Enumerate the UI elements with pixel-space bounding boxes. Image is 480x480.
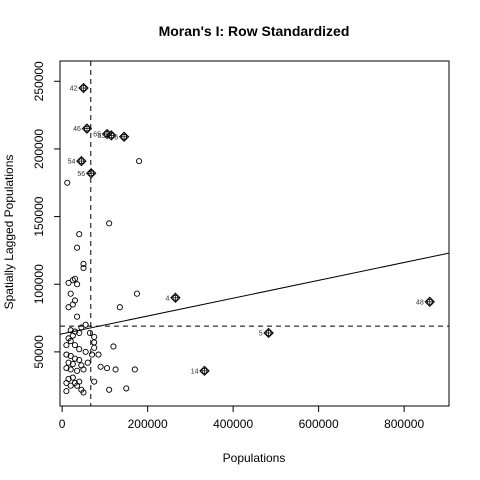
influential-point-label: 48	[416, 299, 424, 306]
x-tick-label: 200000	[128, 417, 168, 431]
influential-point-label: 65	[93, 132, 101, 139]
y-tick-label: 150000	[32, 196, 46, 236]
data-point	[65, 279, 72, 286]
influential-point-label: 14	[191, 368, 199, 375]
data-point	[110, 343, 117, 350]
data-point	[69, 332, 76, 339]
data-point	[106, 386, 113, 393]
influential-point-label: 4	[166, 295, 170, 302]
y-tick-label: 200000	[32, 129, 46, 169]
influential-point-label: 5	[259, 330, 263, 337]
y-tick-label: 100000	[32, 264, 46, 304]
regression-line	[60, 252, 449, 335]
data-point	[69, 361, 76, 368]
data-point	[63, 365, 70, 372]
data-point	[136, 158, 143, 165]
data-point	[106, 220, 113, 227]
data-point	[74, 382, 81, 389]
data-point	[64, 179, 71, 186]
data-point	[65, 304, 72, 311]
data-point	[76, 346, 83, 353]
data-point	[67, 352, 74, 359]
influential-point-label: 56	[77, 171, 85, 178]
data-point	[97, 363, 104, 370]
data-point	[116, 304, 123, 311]
data-point	[91, 344, 98, 351]
data-point	[80, 389, 87, 396]
data-point	[74, 367, 81, 374]
influential-point-label: 6	[114, 134, 118, 141]
data-point	[76, 329, 83, 336]
plot-layer: 0 200000 400000 600000 800000 50000 100000 1500…	[32, 60, 450, 431]
data-point	[74, 313, 81, 320]
data-point	[67, 290, 74, 297]
data-point	[71, 275, 79, 282]
chart-title: Moran's I: Row Standardized	[159, 23, 350, 39]
data-point	[69, 301, 76, 308]
data-point	[86, 329, 93, 336]
data-point	[76, 356, 83, 364]
y-tick-label: 50000	[32, 335, 46, 369]
data-point	[80, 366, 87, 373]
data-point	[133, 290, 140, 297]
data-point	[67, 366, 74, 373]
data-point	[71, 355, 79, 362]
data-point	[63, 342, 70, 349]
data-point	[65, 359, 72, 366]
data-point	[78, 324, 85, 331]
data-point	[84, 359, 91, 366]
influential-point-label: 53	[97, 133, 105, 140]
data-point	[67, 338, 74, 345]
x-tick-label: 800000	[384, 417, 424, 431]
x-tick-label: 600000	[299, 417, 339, 431]
data-point	[103, 365, 111, 372]
data-point	[63, 379, 70, 387]
x-tick-label: 0	[59, 417, 66, 431]
y-axis-label: Spatially Lagged Populations	[2, 155, 16, 310]
data-point	[112, 366, 119, 373]
data-point	[63, 388, 70, 395]
data-point	[80, 260, 87, 267]
data-point	[74, 244, 81, 251]
influential-point-label: 46	[73, 126, 81, 133]
influential-point-label: 42	[70, 86, 78, 93]
data-point	[63, 351, 70, 358]
data-point	[95, 351, 102, 358]
data-point	[91, 378, 98, 385]
data-point	[67, 382, 74, 389]
influential-point-label: 54	[68, 159, 76, 166]
data-point	[76, 231, 83, 238]
data-point	[89, 351, 96, 358]
data-point	[123, 385, 130, 392]
y-tick-label: 250000	[32, 61, 46, 101]
data-point	[74, 281, 81, 288]
data-point	[80, 264, 87, 272]
data-point	[82, 348, 89, 355]
plot-frame	[59, 60, 450, 407]
data-point	[69, 374, 76, 381]
data-point	[131, 366, 138, 373]
data-point	[71, 342, 79, 349]
x-axis-label: Populations	[223, 451, 286, 465]
data-point	[67, 327, 74, 334]
x-tick-label: 400000	[213, 417, 253, 431]
data-point	[82, 321, 89, 328]
